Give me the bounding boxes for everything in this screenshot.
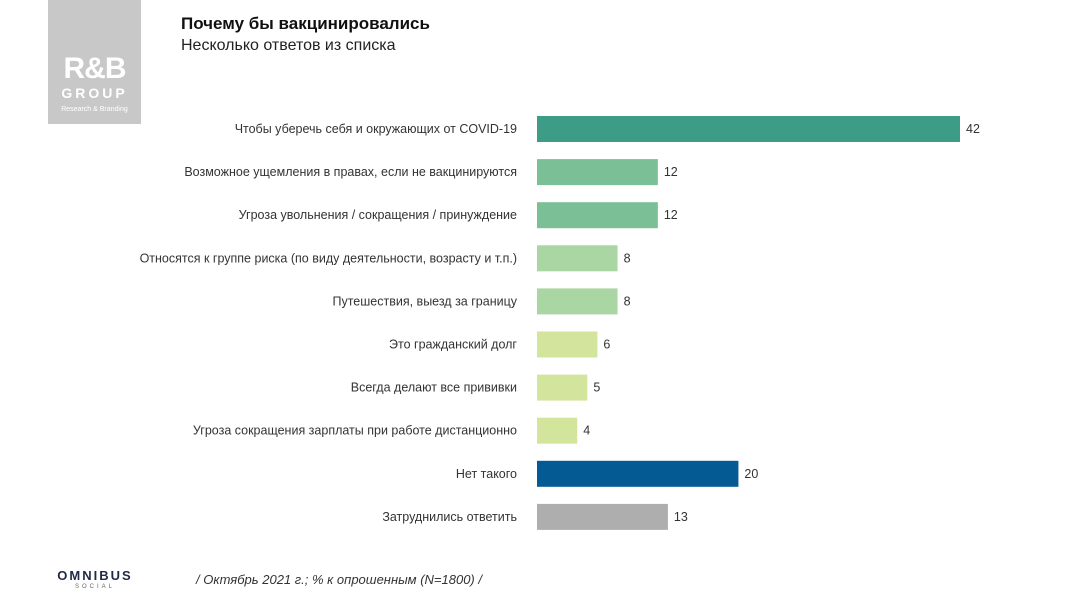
category-label: Чтобы уберечь себя и окружающих от COVID… bbox=[235, 122, 517, 136]
bar bbox=[537, 331, 598, 358]
bar bbox=[537, 503, 668, 530]
logo-group: GROUP bbox=[61, 85, 128, 101]
omnibus-logo: OMNIBUS SOCIAL bbox=[47, 569, 143, 591]
value-label: 12 bbox=[664, 165, 678, 179]
category-label: Относятся к группе риска (по виду деятел… bbox=[140, 251, 517, 265]
value-label: 8 bbox=[624, 294, 631, 308]
omnibus-brand: OMNIBUS bbox=[57, 568, 133, 583]
category-label: Всегда делают все прививки bbox=[351, 381, 517, 395]
bar bbox=[537, 202, 658, 229]
value-label: 8 bbox=[624, 251, 631, 265]
bar bbox=[537, 159, 658, 186]
logo-tagline: Research & Branding bbox=[61, 106, 128, 113]
logo-mark: R&B bbox=[63, 52, 127, 85]
category-label: Путешествия, выезд за границу bbox=[332, 294, 517, 308]
category-label: Затруднились ответить bbox=[382, 510, 517, 524]
category-label: Возможное ущемления в правах, если не ва… bbox=[184, 165, 517, 179]
chart-subtitle: Несколько ответов из списка bbox=[181, 37, 396, 54]
rb-group-logo: R&B GROUP Research & Branding bbox=[48, 0, 141, 124]
bar bbox=[537, 417, 578, 444]
value-label: 42 bbox=[966, 122, 980, 136]
value-label: 6 bbox=[603, 338, 610, 352]
value-label: 5 bbox=[593, 381, 600, 395]
bar bbox=[537, 245, 618, 272]
bar bbox=[537, 374, 588, 401]
category-label: Нет такого bbox=[456, 467, 517, 481]
category-label: Это гражданский долг bbox=[389, 338, 517, 352]
bar bbox=[537, 288, 618, 315]
value-label: 4 bbox=[583, 424, 590, 438]
value-label: 20 bbox=[744, 467, 758, 481]
survey-note: / Октябрь 2021 г.; % к опрошенным (N=180… bbox=[196, 572, 482, 587]
bar bbox=[537, 460, 739, 487]
omnibus-sub: SOCIAL bbox=[74, 584, 115, 590]
bar bbox=[537, 116, 960, 142]
category-label: Угроза увольнения / сокращения / принужд… bbox=[239, 208, 517, 222]
value-label: 13 bbox=[674, 510, 688, 524]
chart-title: Почему бы вакцинировались bbox=[181, 14, 430, 33]
value-label: 12 bbox=[664, 208, 678, 222]
category-label: Угроза сокращения зарплаты при работе ди… bbox=[193, 424, 517, 438]
